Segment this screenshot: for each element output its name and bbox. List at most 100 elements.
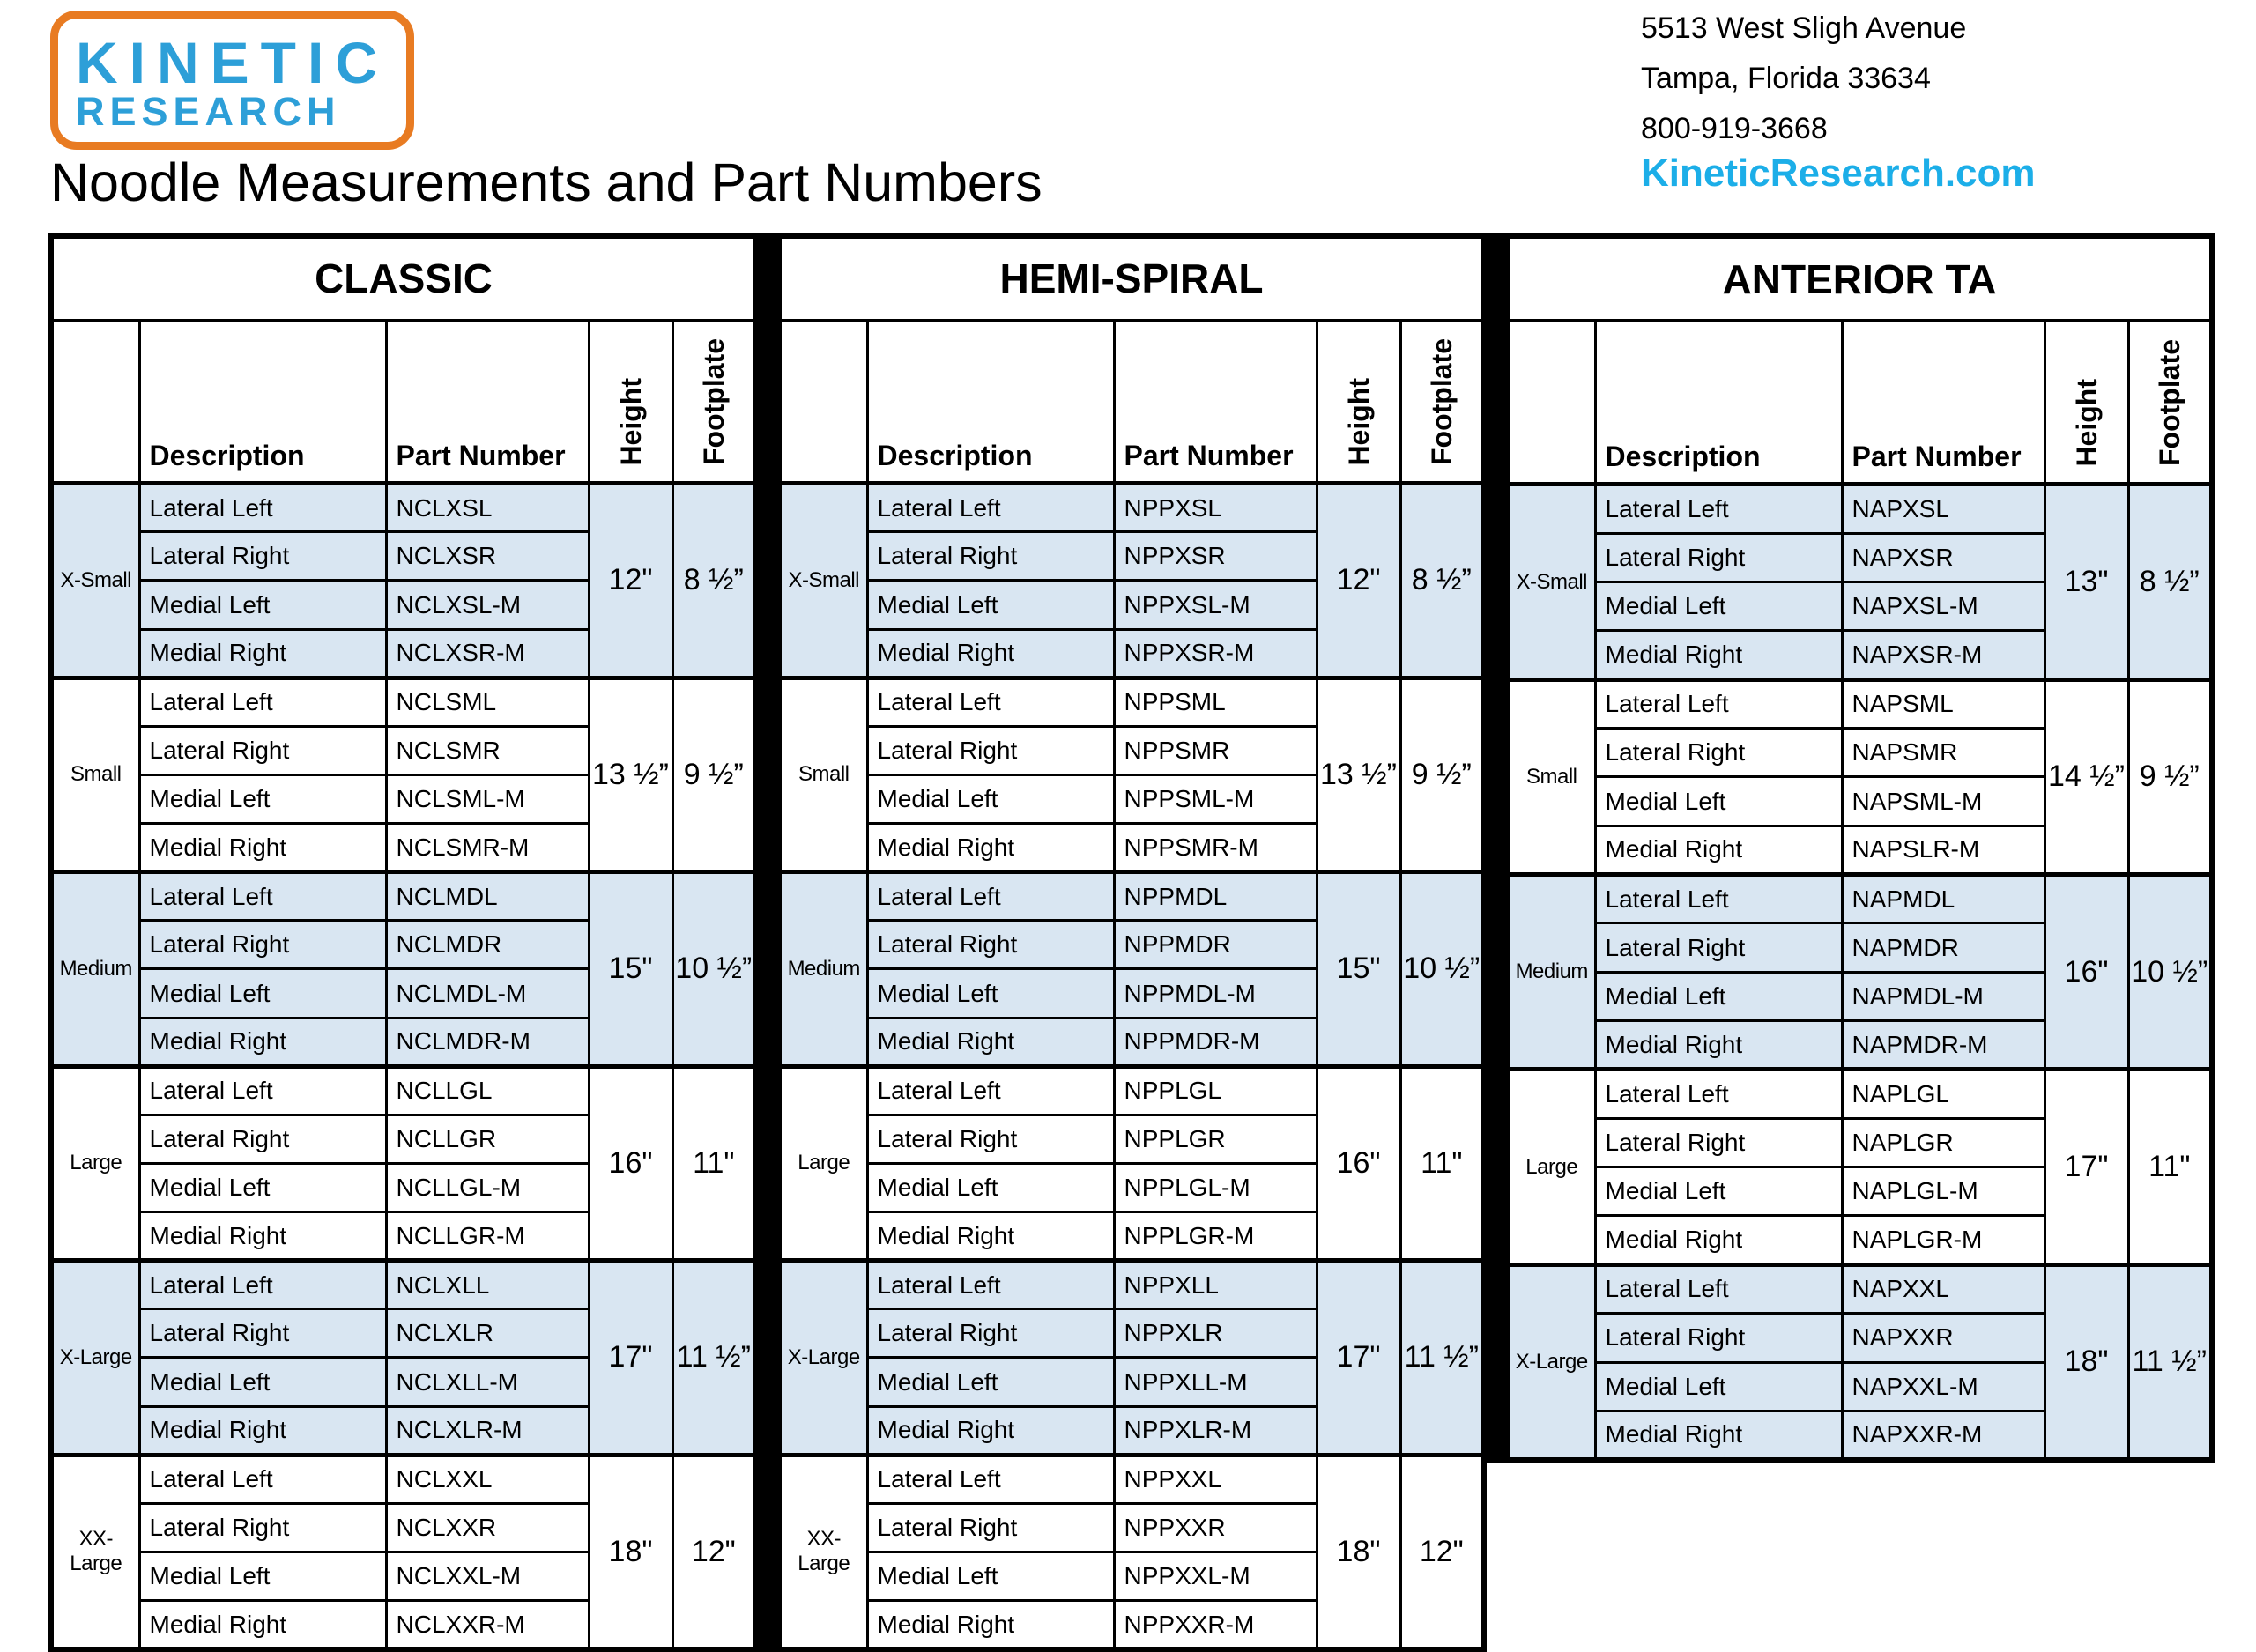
part-number-cell: NPPXSR (1112, 530, 1318, 582)
tables-area: CLASSIC Description Part Number Height Footp… (48, 233, 2215, 1652)
column-header-part-number: Part Number (384, 318, 590, 485)
height-value: 12" (587, 481, 674, 679)
part-number-cell: NPPXSL (1112, 481, 1318, 534)
height-value: 16" (1315, 1063, 1402, 1263)
column-header-footplate: Footplate (671, 318, 758, 485)
description-cell: Lateral Right (865, 1501, 1116, 1553)
part-number-cell: NAPSML (1840, 677, 2046, 730)
description-cell: Medial Right (137, 1404, 388, 1456)
footplate-value: 11" (2126, 1067, 2214, 1266)
product-table-anterior-ta: ANTERIOR TA Description Part Number Height F… (1504, 233, 2215, 1463)
part-number-cell: NAPXSR-M (1840, 629, 2046, 681)
part-number-cell: NAPSMR (1840, 727, 2046, 779)
description-cell: Medial Left (865, 1550, 1116, 1603)
part-number-cell: NCLMDL-M (384, 967, 590, 1019)
website-link[interactable]: KineticResearch.com (1641, 152, 2036, 195)
height-value: 17" (2043, 1067, 2130, 1266)
description-cell: Medial Left (137, 1356, 388, 1408)
description-cell: Medial Left (1593, 775, 1844, 827)
description-cell: Medial Left (137, 1550, 388, 1603)
part-number-cell: NCLMDR-M (384, 1016, 590, 1068)
description-cell: Lateral Right (1593, 922, 1844, 974)
column-header-height-label: Height (1342, 377, 1375, 466)
description-cell: Medial Left (1593, 580, 1844, 633)
column-header-part-number: Part Number (1840, 319, 2046, 486)
size-label: Large (777, 1063, 869, 1263)
description-cell: Medial Left (865, 1356, 1116, 1408)
footplate-value: 11" (1399, 1063, 1486, 1263)
size-label: Medium (1505, 872, 1597, 1071)
description-cell: Lateral Left (1593, 872, 1844, 925)
description-cell: Lateral Right (865, 1113, 1116, 1165)
description-cell: Lateral Right (1593, 1116, 1844, 1169)
description-cell: Lateral Left (137, 675, 388, 728)
description-cell: Medial Right (1593, 824, 1844, 877)
size-label: Small (777, 675, 869, 874)
part-number-cell: NPPMDL (1112, 870, 1318, 922)
size-label: X-Large (1505, 1262, 1597, 1462)
description-cell: Medial Left (137, 773, 388, 826)
part-number-cell: NCLXXL-M (384, 1550, 590, 1603)
description-cell: Lateral Right (1593, 1312, 1844, 1364)
page-title: Noodle Measurements and Part Numbers (50, 152, 1043, 212)
description-cell: Medial Right (865, 1016, 1116, 1068)
column-header-height-label: Height (614, 377, 647, 466)
part-number-cell: NPPXSR-M (1112, 627, 1318, 679)
column-header-description: Description (865, 318, 1116, 485)
description-cell: Lateral Left (1593, 677, 1844, 730)
description-cell: Lateral Right (865, 1308, 1116, 1359)
part-number-cell: NCLXSR-M (384, 627, 590, 679)
column-header-footplate-label: Footplate (697, 338, 730, 466)
part-number-cell: NAPLGL-M (1840, 1166, 2046, 1218)
height-value: 13 ½” (1315, 675, 1402, 874)
description-cell: Lateral Left (865, 1258, 1116, 1311)
part-number-cell: NCLSML-M (384, 773, 590, 826)
part-number-cell: NCLLGR (384, 1113, 590, 1165)
part-number-cell: NAPLGR (1840, 1116, 2046, 1169)
part-number-cell: NPPMDL-M (1112, 967, 1318, 1019)
description-cell: Medial Right (137, 1211, 388, 1263)
table-title-classic: CLASSIC (49, 234, 758, 322)
description-cell: Medial Left (865, 967, 1116, 1019)
description-cell: Medial Right (1593, 1019, 1844, 1071)
footplate-value: 9 ½” (671, 675, 758, 874)
description-cell: Lateral Left (865, 1063, 1116, 1116)
height-value: 15" (1315, 870, 1402, 1068)
description-cell: Medial Right (137, 1599, 388, 1651)
footplate-value: 9 ½” (1399, 675, 1486, 874)
column-header-blank (49, 318, 141, 485)
part-number-cell: NPPXXR (1112, 1501, 1318, 1553)
description-cell: Medial Left (865, 579, 1116, 631)
height-value: 15" (587, 870, 674, 1068)
size-label: X-Large (49, 1258, 141, 1456)
description-cell: Lateral Right (137, 1113, 388, 1165)
description-cell: Medial Right (1593, 1409, 1844, 1462)
part-number-cell: NPPLGR (1112, 1113, 1318, 1165)
part-number-cell: NCLXSL (384, 481, 590, 534)
size-label: X-Small (49, 481, 141, 679)
part-number-cell: NCLLGL-M (384, 1161, 590, 1214)
description-cell: Lateral Right (137, 919, 388, 971)
height-value: 16" (587, 1063, 674, 1263)
part-number-cell: NCLMDL (384, 870, 590, 922)
description-cell: Lateral Left (1593, 1067, 1844, 1120)
description-cell: Lateral Left (1593, 482, 1844, 535)
footplate-value: 8 ½” (1399, 481, 1486, 679)
size-label: X-Small (777, 481, 869, 679)
part-number-cell: NCLXSL-M (384, 579, 590, 631)
kinetic-research-logo: KINETIC RESEARCH (50, 11, 414, 150)
description-cell: Lateral Left (137, 1063, 388, 1116)
part-number-cell: NCLSMR (384, 724, 590, 776)
description-cell: Lateral Right (137, 1308, 388, 1359)
column-header-height: Height (2043, 319, 2130, 486)
part-number-cell: NPPXSL-M (1112, 579, 1318, 631)
part-number-cell: NPPXXL-M (1112, 1550, 1318, 1603)
height-value: 13 ½” (587, 675, 674, 874)
size-label: Medium (777, 870, 869, 1068)
part-number-cell: NPPLGL (1112, 1063, 1318, 1116)
column-header-height-label: Height (2070, 378, 2103, 467)
description-cell: Medial Right (137, 627, 388, 679)
size-label: X-Small (1505, 482, 1597, 681)
description-cell: Lateral Right (1593, 531, 1844, 584)
